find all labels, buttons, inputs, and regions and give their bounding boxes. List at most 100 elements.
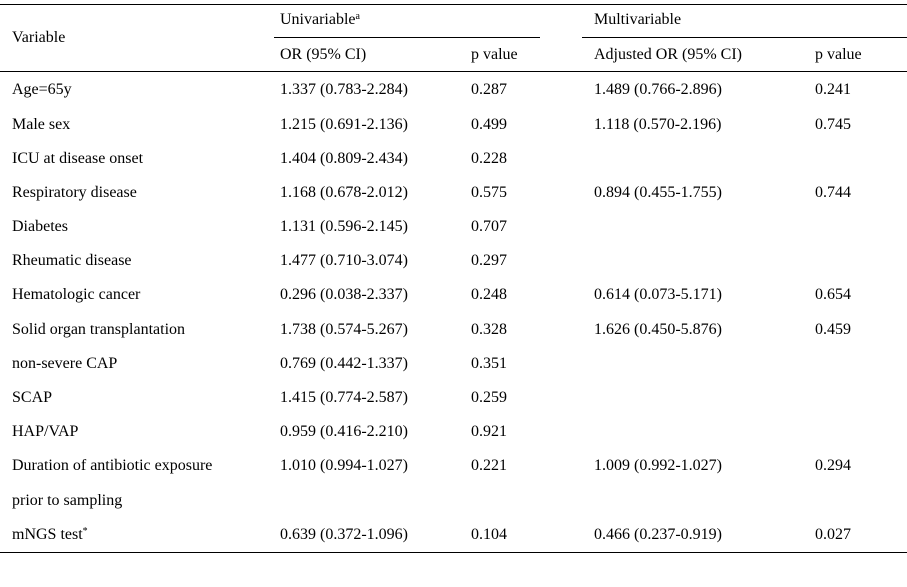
cell-p-value-text: 0.328 xyxy=(471,321,507,338)
cell-or-ci: 1.215 (0.691-2.136) xyxy=(280,116,408,134)
multivariable-underline xyxy=(582,37,907,38)
cell-or-ci: 1.131 (0.596-2.145) xyxy=(280,218,408,236)
cell-adjusted-or-ci: 1.489 (0.766-2.896) xyxy=(594,81,722,99)
cell-variable: mNGS test* xyxy=(12,526,88,544)
cell-variable-text: mNGS test xyxy=(12,526,83,543)
cell-variable-text: Respiratory disease xyxy=(12,184,137,201)
cell-p-value-text: 0.228 xyxy=(471,150,507,167)
cell-variable: Male sex xyxy=(12,116,70,134)
cell-or-ci: 0.296 (0.038-2.337) xyxy=(280,286,408,304)
top-rule xyxy=(0,4,907,5)
cell-variable: non-severe CAP xyxy=(12,355,117,373)
cell-p-value-text: 0.707 xyxy=(471,218,507,235)
cell-adjusted-or-ci: 1.009 (0.992-1.027) xyxy=(594,457,722,475)
cell-adjusted-p-value-text: 0.654 xyxy=(815,286,851,303)
header-univariable: Univariablea xyxy=(280,11,360,29)
cell-adjusted-p-value-text: 0.745 xyxy=(815,116,851,133)
cell-adjusted-or-ci-text: 0.614 (0.073-5.171) xyxy=(594,286,722,303)
cell-or-ci-text: 1.131 (0.596-2.145) xyxy=(280,218,408,235)
cell-or-ci-text: 0.296 (0.038-2.337) xyxy=(280,286,408,303)
header-multivariable: Multivariable xyxy=(594,11,682,28)
cell-or-ci-text: 1.215 (0.691-2.136) xyxy=(280,116,408,133)
cell-p-value-text: 0.351 xyxy=(471,355,507,372)
cell-variable: Rheumatic disease xyxy=(12,252,132,270)
cell-adjusted-p-value: 0.294 xyxy=(815,457,851,475)
cell-variable-text: Rheumatic disease xyxy=(12,252,132,269)
header-variable: Variable xyxy=(12,29,66,46)
cell-variable-text: SCAP xyxy=(12,389,53,406)
cell-or-ci: 1.738 (0.574-5.267) xyxy=(280,321,408,339)
cell-adjusted-p-value: 0.241 xyxy=(815,81,851,99)
cell-adjusted-p-value: 0.744 xyxy=(815,184,851,202)
cell-variable-text: Age=65y xyxy=(12,81,72,98)
cell-variable-text: HAP/VAP xyxy=(12,423,79,440)
cell-adjusted-or-ci: 0.614 (0.073-5.171) xyxy=(594,286,722,304)
cell-adjusted-or-ci: 0.894 (0.455-1.755) xyxy=(594,184,722,202)
cell-variable: HAP/VAP xyxy=(12,423,78,441)
cell-adjusted-or-ci-text: 1.009 (0.992-1.027) xyxy=(594,457,722,474)
cell-adjusted-p-value-text: 0.027 xyxy=(815,526,851,543)
cell-or-ci: 0.769 (0.442-1.337) xyxy=(280,355,408,373)
cell-adjusted-or-ci-text: 1.489 (0.766-2.896) xyxy=(594,81,722,98)
cell-p-value: 0.221 xyxy=(471,457,507,475)
cell-or-ci-text: 1.404 (0.809-2.434) xyxy=(280,150,408,167)
cell-or-ci: 1.010 (0.994-1.027) xyxy=(280,457,408,475)
cell-p-value: 0.297 xyxy=(471,252,507,270)
cell-variable-text: Duration of antibiotic exposure xyxy=(12,457,213,474)
cell-variable: ICU at disease onset xyxy=(12,150,143,168)
cell-adjusted-p-value: 0.459 xyxy=(815,321,851,339)
cell-variable: Duration of antibiotic exposure xyxy=(12,457,212,475)
cell-variable-sup: * xyxy=(82,526,88,537)
cell-p-value: 0.351 xyxy=(471,355,507,373)
cell-or-ci-text: 1.168 (0.678-2.012) xyxy=(280,184,408,201)
cell-or-ci: 1.168 (0.678-2.012) xyxy=(280,184,408,202)
cell-or-ci-text: 1.337 (0.783-2.284) xyxy=(280,81,408,98)
cell-or-ci: 1.477 (0.710-3.074) xyxy=(280,252,408,270)
cell-adjusted-or-ci: 1.118 (0.570-2.196) xyxy=(594,116,721,134)
cell-or-ci-text: 1.738 (0.574-5.267) xyxy=(280,321,408,338)
bottom-rule xyxy=(0,552,907,553)
cell-adjusted-p-value: 0.745 xyxy=(815,116,851,134)
cell-p-value-text: 0.921 xyxy=(471,423,507,440)
cell-or-ci: 1.415 (0.774-2.587) xyxy=(280,389,408,407)
cell-variable: Age=65y xyxy=(12,81,72,99)
cell-adjusted-p-value-text: 0.459 xyxy=(815,321,851,338)
header-bottom-rule xyxy=(0,71,907,72)
cell-adjusted-or-ci: 0.466 (0.237-0.919) xyxy=(594,526,722,544)
cell-adjusted-or-ci-text: 0.894 (0.455-1.755) xyxy=(594,184,722,201)
cell-variable-text: prior to sampling xyxy=(12,492,123,509)
cell-p-value-text: 0.499 xyxy=(471,116,507,133)
cell-p-value-text: 0.259 xyxy=(471,389,507,406)
cell-p-value: 0.499 xyxy=(471,116,507,134)
cell-variable-text: Solid organ transplantation xyxy=(12,321,186,338)
cell-adjusted-p-value: 0.027 xyxy=(815,526,851,544)
cell-or-ci-text: 0.959 (0.416-2.210) xyxy=(280,423,408,440)
cell-p-value: 0.575 xyxy=(471,184,507,202)
cell-adjusted-p-value-text: 0.294 xyxy=(815,457,851,474)
cell-variable: Solid organ transplantation xyxy=(12,321,185,339)
cell-or-ci-text: 0.639 (0.372-1.096) xyxy=(280,526,408,543)
header-univariable-sup: a xyxy=(355,11,360,22)
cell-p-value: 0.248 xyxy=(471,286,507,304)
header-univariable-label: Univariable xyxy=(280,11,356,28)
cell-variable: SCAP xyxy=(12,389,52,407)
cell-p-value-text: 0.104 xyxy=(471,526,507,543)
cell-variable: Diabetes xyxy=(12,218,68,236)
cell-variable-text: Diabetes xyxy=(12,218,68,235)
cell-p-value-text: 0.287 xyxy=(471,81,507,98)
header-adjusted-or-ci: Adjusted OR (95% CI) xyxy=(594,46,742,63)
cell-p-value-text: 0.575 xyxy=(471,184,507,201)
cell-or-ci-text: 1.477 (0.710-3.074) xyxy=(280,252,408,269)
cell-or-ci: 0.639 (0.372-1.096) xyxy=(280,526,408,544)
header-p-value-multi: p value xyxy=(815,46,862,63)
header-or-ci: OR (95% CI) xyxy=(280,46,367,63)
cell-adjusted-p-value-text: 0.744 xyxy=(815,184,851,201)
cell-variable: prior to sampling xyxy=(12,492,122,510)
cell-p-value: 0.328 xyxy=(471,321,507,339)
cell-p-value: 0.104 xyxy=(471,526,507,544)
cell-or-ci-text: 1.415 (0.774-2.587) xyxy=(280,389,408,406)
header-p-value: p value xyxy=(471,46,518,63)
cell-adjusted-or-ci-text: 1.118 (0.570-2.196) xyxy=(594,116,722,133)
cell-or-ci-text: 1.010 (0.994-1.027) xyxy=(280,457,408,474)
cell-or-ci: 1.337 (0.783-2.284) xyxy=(280,81,408,99)
